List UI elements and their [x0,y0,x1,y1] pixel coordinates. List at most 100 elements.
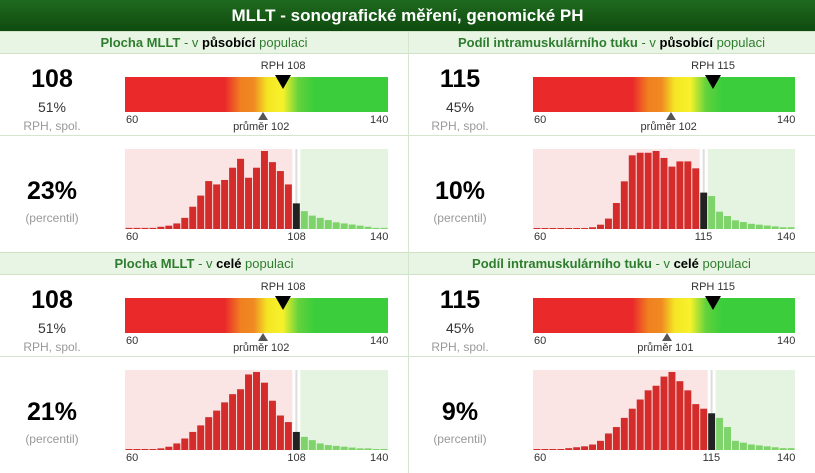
histogram-bar [125,449,133,450]
histogram-bar [292,431,300,450]
percentile-value: 21% [26,398,78,426]
histogram-bar [747,223,755,229]
rph-gauge-bar [125,77,388,112]
rph-gauge-bar [533,77,795,112]
histogram-bar [700,408,708,450]
percentile-caption: (percentil) [25,432,79,446]
page-title: MLLT - sonografické měření, genomické PH [0,0,815,31]
histogram-bar [173,223,181,229]
histogram-bar [652,385,660,450]
histogram-marker-line [295,149,298,229]
hist-min-label: 60 [126,452,139,464]
reliability-percent: 51% [37,320,67,336]
histogram-bar [533,449,541,450]
rph-marker-label: RPH 108 [260,60,306,72]
histogram-bar [589,444,597,450]
histogram-bar [229,167,237,229]
head-mid: - v [194,256,217,271]
histogram-bar [197,425,205,450]
rph-marker-icon [274,296,291,310]
histogram-bar [581,228,589,229]
histogram-bar [149,227,157,229]
histogram-bar [763,446,771,450]
histogram-bar [324,220,332,229]
histogram-bar [149,449,157,450]
histogram-bar [716,417,724,450]
histogram-bar [573,447,581,450]
rph-gauge-bar [533,298,795,333]
histogram-bar [276,415,284,450]
histogram-bar [636,399,644,450]
histogram-bar [628,155,636,229]
population-type: působící [659,35,713,50]
histogram-bar [324,445,332,450]
histogram-bar [652,151,660,229]
histogram-bar [364,448,372,450]
row-divider [408,356,815,357]
rph-caption: RPH, spol. [431,119,489,133]
hist-marker-label: 108 [287,452,306,464]
histogram-bar [229,394,237,450]
distribution-histogram [125,149,388,229]
rph-value: 108 [31,65,73,93]
histogram-bar [221,179,229,229]
section-header: Plocha MLLT - v celé populaci [0,252,408,275]
percentile-value: 23% [26,177,78,205]
histogram-marker-line [702,149,705,229]
histogram-bar [308,215,316,229]
histogram-bar [221,402,229,450]
rph-marker-icon [705,75,722,89]
histogram-bar [676,381,684,450]
average-label: průměr 102 [233,121,290,133]
rph-marker-icon [705,296,722,310]
percentile-value: 9% [441,398,479,426]
section-header: Plocha MLLT - v působící populaci [0,31,408,54]
histogram-bar [787,227,795,229]
hist-max-label: 140 [777,452,796,464]
percentile-caption: (percentil) [433,432,487,446]
histogram-bar [125,227,133,229]
histogram-bar [213,410,221,450]
average-label: průměr 102 [640,121,697,133]
head-suffix: populaci [255,35,308,50]
histogram-bar [708,413,716,450]
histogram-bar [157,226,165,229]
histogram-bar [205,417,213,450]
histogram-bar [141,227,149,229]
histogram-bar [157,448,165,450]
histogram-bar [316,443,324,450]
histogram-marker-line [710,370,713,450]
hist-max-label: 140 [370,231,389,243]
histogram-bar [557,449,565,450]
head-mid: - v [180,35,203,50]
histogram-bar [380,227,388,229]
distribution-histogram [125,370,388,450]
trait-name: Plocha MLLT [100,35,181,50]
rph-caption: RPH, spol. [431,340,489,354]
histogram-bar [549,449,557,450]
rph-marker-label: RPH 115 [691,281,735,293]
histogram-bar [181,438,189,450]
histogram-bar [700,192,708,229]
histogram-bar [316,217,324,229]
histogram-bar [189,431,197,450]
histogram-bar [276,171,284,229]
row-divider [408,135,815,136]
head-suffix: populaci [241,256,294,271]
gauge-min-label: 60 [534,335,547,347]
rph-value: 115 [439,65,481,93]
histogram-bar [268,162,276,229]
histogram-bar [245,177,253,229]
trait-name: Plocha MLLT [114,256,195,271]
column-divider [408,31,409,473]
histogram-bar [380,449,388,450]
histogram-bar [747,444,755,450]
histogram-bar [597,224,604,229]
histogram-bar [205,181,213,229]
histogram-bar [771,226,779,229]
histogram-bar [755,445,763,450]
histogram-bar [197,195,205,229]
histogram-bar [549,228,557,229]
gauge-min-label: 60 [126,335,139,347]
histogram-bar [340,223,348,229]
